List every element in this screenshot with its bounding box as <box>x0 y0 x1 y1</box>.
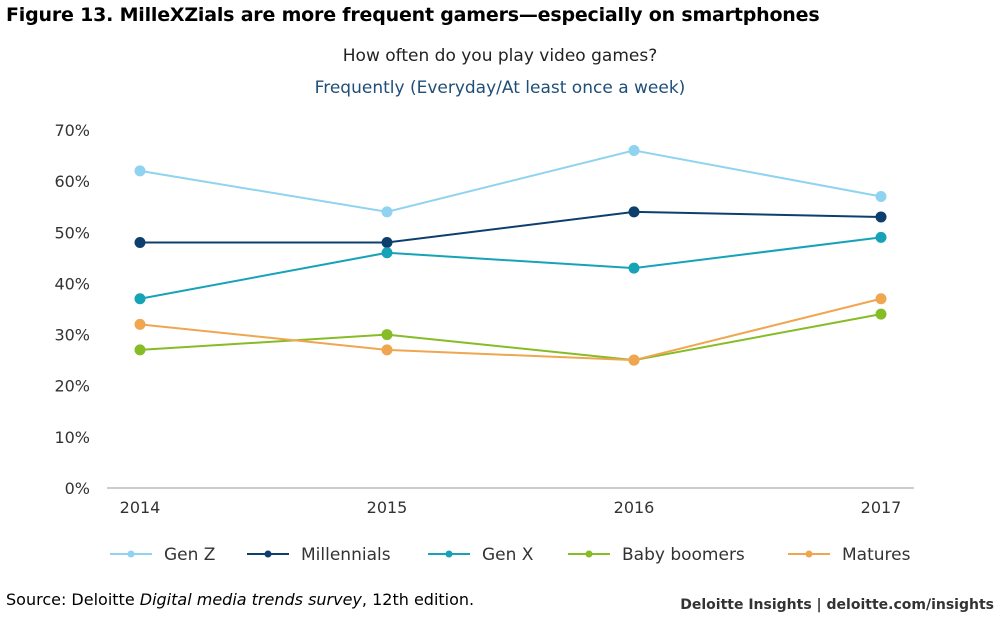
data-point <box>628 262 640 274</box>
data-point <box>875 308 887 320</box>
source-suffix: , 12th edition. <box>361 590 475 609</box>
legend-label: Gen X <box>482 545 534 565</box>
data-point <box>381 206 393 218</box>
legend-label: Baby boomers <box>622 545 745 565</box>
y-tick-label: 10% <box>54 428 90 447</box>
chart-subtitle: Frequently (Everyday/At least once a wee… <box>314 78 686 98</box>
data-point <box>628 354 640 366</box>
figure-title: Figure 13. MilleXZials are more frequent… <box>6 4 820 26</box>
y-tick-label: 70% <box>54 121 90 140</box>
x-tick-label: 2015 <box>367 498 408 517</box>
legend-label: Gen Z <box>164 545 215 565</box>
data-point <box>875 231 887 243</box>
data-point <box>381 237 393 249</box>
source-prefix: Source: Deloitte <box>6 590 140 609</box>
data-point <box>381 247 393 259</box>
credit-line: Deloitte Insights | deloitte.com/insight… <box>680 597 994 613</box>
series-line-3 <box>139 313 882 362</box>
y-tick-label: 20% <box>54 377 90 396</box>
data-point <box>875 293 887 305</box>
legend-swatch-marker <box>127 550 135 558</box>
series-line-2 <box>139 236 882 300</box>
y-tick-label: 40% <box>54 274 90 293</box>
data-point <box>134 293 146 305</box>
data-point <box>134 237 146 249</box>
chart-title: How often do you play video games? <box>342 46 658 66</box>
x-tick-label: 2017 <box>861 498 902 517</box>
y-tick-label: 60% <box>54 172 90 191</box>
series-line-0 <box>139 149 882 213</box>
data-point <box>628 206 640 218</box>
x-tick-label: 2016 <box>614 498 655 517</box>
legend-label: Millennials <box>301 545 391 565</box>
legend-swatch-marker <box>264 550 272 558</box>
data-point <box>134 318 146 330</box>
source-publication: Digital media trends survey <box>139 590 362 609</box>
series-line-4 <box>139 297 882 362</box>
data-point <box>381 344 393 356</box>
y-tick-label: 0% <box>65 479 90 498</box>
legend-swatch-marker <box>445 550 453 558</box>
data-point <box>875 211 887 223</box>
data-point <box>875 190 887 202</box>
y-tick-label: 30% <box>54 326 90 345</box>
legend-swatch-marker <box>585 550 593 558</box>
source-note: Source: Deloitte Digital media trends su… <box>6 590 474 609</box>
data-point <box>381 329 393 341</box>
legend-swatch-marker <box>805 550 813 558</box>
series-line-1 <box>140 210 882 244</box>
data-point <box>628 144 640 156</box>
x-tick-label: 2014 <box>120 498 161 517</box>
data-point <box>134 344 146 356</box>
y-tick-label: 50% <box>54 223 90 242</box>
data-point <box>134 165 146 177</box>
legend-label: Matures <box>842 545 911 565</box>
